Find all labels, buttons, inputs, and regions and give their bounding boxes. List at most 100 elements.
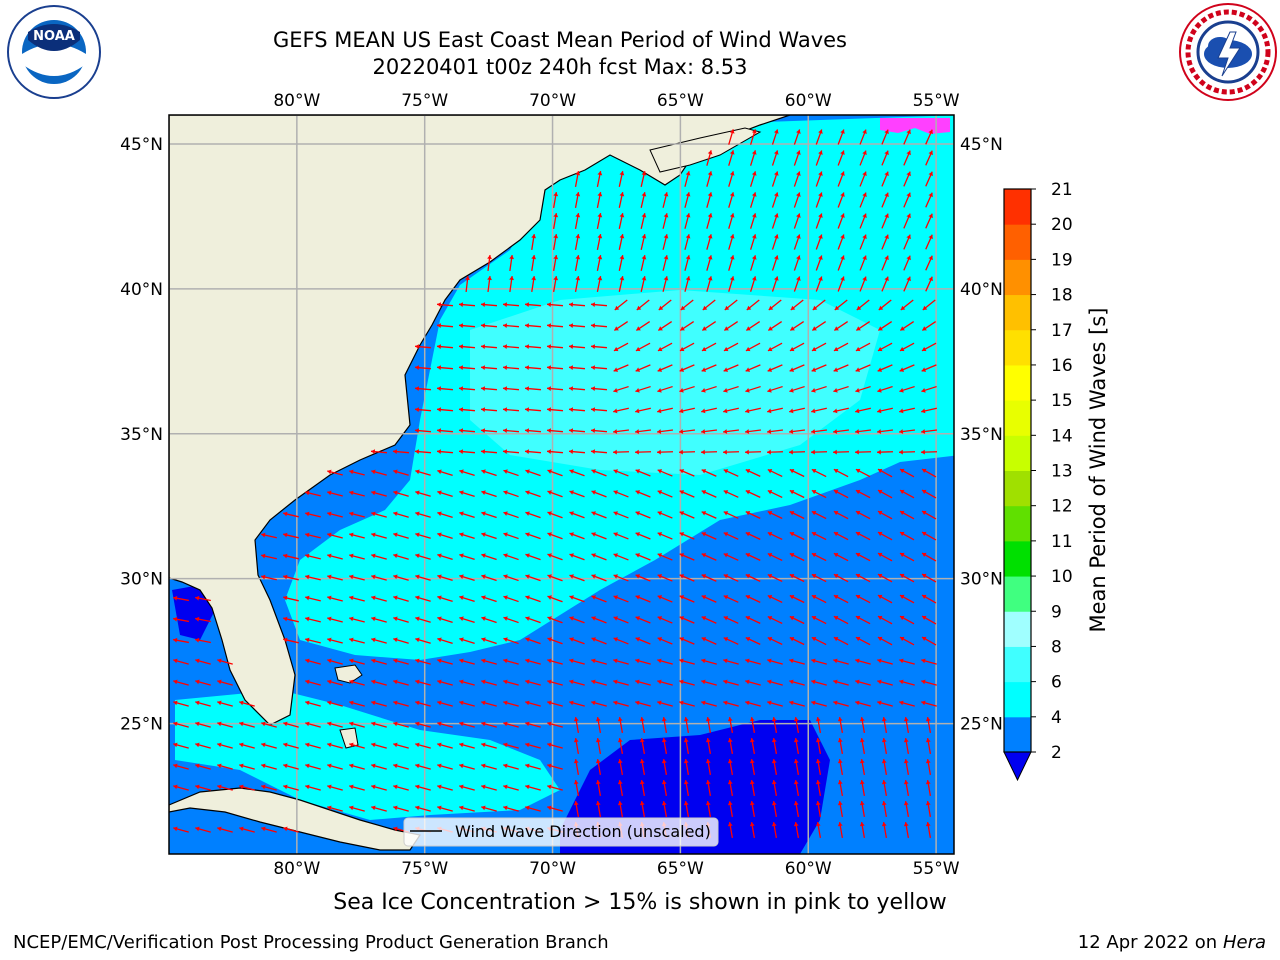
direction-arrow bbox=[745, 490, 761, 498]
direction-arrow bbox=[662, 213, 669, 229]
direction-arrow bbox=[855, 594, 871, 604]
direction-arrow bbox=[899, 342, 915, 352]
direction-arrow bbox=[393, 511, 409, 518]
direction-arrow bbox=[217, 679, 233, 686]
direction-arrow bbox=[745, 342, 761, 352]
direction-arrow bbox=[283, 532, 299, 539]
direction-arrow bbox=[613, 342, 629, 352]
direction-arrow bbox=[371, 784, 387, 791]
direction-arrow bbox=[833, 468, 849, 478]
direction-arrow bbox=[921, 615, 937, 625]
direction-arrow bbox=[503, 637, 519, 645]
direction-arrow bbox=[723, 407, 739, 414]
direction-arrow bbox=[591, 511, 607, 519]
direction-arrow bbox=[898, 449, 916, 455]
direction-arrow bbox=[679, 637, 695, 645]
direction-arrow bbox=[837, 822, 844, 838]
direction-arrow bbox=[349, 784, 365, 791]
latitude-label: 45°N bbox=[120, 135, 163, 155]
direction-arrow bbox=[635, 490, 651, 498]
direction-arrow bbox=[657, 469, 673, 477]
direction-arrow bbox=[859, 822, 866, 838]
direction-arrow bbox=[437, 784, 453, 791]
direction-arrow bbox=[392, 449, 410, 455]
direction-arrow bbox=[547, 637, 563, 645]
direction-arrow bbox=[837, 192, 845, 208]
direction-arrow bbox=[789, 552, 805, 562]
direction-arrow bbox=[657, 364, 673, 372]
direction-arrow bbox=[591, 490, 607, 498]
direction-arrow bbox=[547, 742, 563, 749]
direction-arrow bbox=[173, 763, 189, 770]
direction-arrow bbox=[590, 365, 608, 371]
direction-arrow bbox=[437, 553, 453, 560]
longitude-label: 80°W bbox=[273, 91, 320, 111]
direction-arrow bbox=[723, 342, 739, 352]
direction-arrow bbox=[744, 449, 762, 455]
direction-arrow bbox=[855, 700, 871, 707]
direction-arrow bbox=[283, 616, 299, 623]
direction-arrow bbox=[591, 469, 607, 477]
direction-arrow bbox=[509, 254, 514, 272]
direction-arrow bbox=[749, 171, 757, 187]
direction-arrow bbox=[728, 213, 735, 229]
direction-arrow bbox=[415, 469, 431, 476]
direction-arrow bbox=[684, 234, 691, 250]
longitude-label: 80°W bbox=[273, 859, 320, 879]
direction-arrow bbox=[833, 552, 849, 562]
direction-arrow bbox=[569, 574, 585, 582]
direction-arrow bbox=[502, 428, 520, 434]
direction-arrow bbox=[877, 385, 893, 393]
direction-arrow bbox=[481, 490, 497, 498]
direction-arrow bbox=[305, 616, 321, 623]
direction-arrow bbox=[327, 490, 343, 497]
latitude-label: 45°N bbox=[960, 135, 1003, 155]
direction-arrow bbox=[569, 637, 585, 645]
direction-arrow bbox=[903, 150, 911, 166]
direction-arrow bbox=[859, 129, 867, 145]
colorbar-segment bbox=[1004, 259, 1031, 296]
direction-arrow bbox=[705, 738, 712, 754]
forecast-subtitle: 20220401 t00z 240h fcst Max: 8.53 bbox=[372, 55, 748, 79]
direction-arrow bbox=[613, 532, 629, 540]
direction-arrow bbox=[371, 700, 387, 707]
direction-arrow bbox=[635, 679, 651, 686]
direction-arrow bbox=[480, 386, 498, 392]
direction-arrow bbox=[487, 254, 492, 272]
direction-arrow bbox=[546, 407, 564, 413]
direction-arrow bbox=[173, 826, 189, 833]
direction-arrow bbox=[261, 721, 277, 728]
direction-arrow bbox=[525, 574, 541, 582]
direction-arrow bbox=[634, 449, 652, 455]
direction-arrow bbox=[855, 342, 871, 352]
direction-arrow bbox=[855, 364, 871, 372]
direction-arrow bbox=[553, 192, 559, 208]
direction-arrow bbox=[261, 574, 277, 581]
direction-arrow bbox=[903, 234, 911, 250]
direction-arrow bbox=[547, 574, 563, 582]
direction-arrow bbox=[525, 721, 541, 728]
direction-arrow bbox=[700, 449, 718, 455]
direction-arrow bbox=[811, 700, 827, 707]
direction-arrow bbox=[531, 254, 537, 272]
direction-arrow bbox=[574, 171, 581, 187]
direction-arrow bbox=[789, 407, 805, 414]
sea-ice-note: Sea Ice Concentration > 15% is shown in … bbox=[333, 890, 947, 915]
direction-arrow bbox=[481, 784, 497, 791]
direction-arrow bbox=[481, 511, 497, 519]
direction-arrow bbox=[837, 150, 845, 166]
direction-arrow bbox=[502, 407, 520, 413]
direction-arrow bbox=[393, 553, 409, 560]
direction-arrow bbox=[349, 553, 365, 560]
direction-arrow bbox=[415, 511, 431, 518]
direction-arrow bbox=[855, 385, 871, 393]
direction-arrow bbox=[855, 573, 871, 583]
direction-arrow bbox=[525, 469, 541, 477]
direction-arrow bbox=[437, 595, 453, 602]
direction-arrow bbox=[573, 801, 580, 817]
direction-arrow bbox=[811, 658, 827, 665]
direction-arrow bbox=[745, 679, 761, 686]
direction-arrow bbox=[789, 364, 805, 372]
direction-arrow bbox=[925, 234, 933, 250]
direction-arrow bbox=[855, 468, 871, 478]
